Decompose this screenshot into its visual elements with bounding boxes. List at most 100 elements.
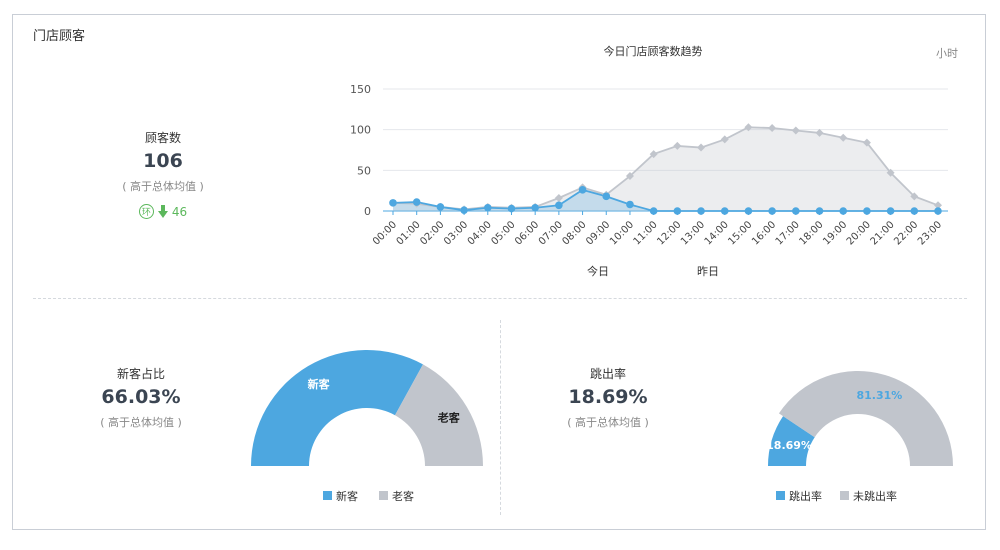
today-point	[436, 203, 445, 211]
bounce-rate-label: 跳出率	[589, 367, 626, 381]
new-ratio-label: 新客占比	[116, 367, 165, 381]
y-tick-label: 0	[364, 205, 371, 218]
x-tick-label: 14:00	[703, 219, 731, 247]
yesterday-point	[768, 124, 777, 133]
visitor-count-note: ( 高于总体均值 )	[122, 180, 204, 193]
legend-swatch	[776, 491, 785, 500]
x-tick-label: 18:00	[797, 219, 825, 247]
column-divider	[500, 320, 501, 515]
x-tick-label: 13:00	[679, 219, 707, 247]
yesterday-area	[393, 127, 938, 211]
x-tick-label: 16:00	[750, 219, 778, 247]
x-tick-label: 06:00	[513, 219, 541, 247]
legend-swatch	[323, 491, 332, 500]
today-point	[578, 186, 587, 194]
y-tick-label: 50	[357, 164, 371, 177]
x-tick-label: 15:00	[726, 219, 754, 247]
yesterday-point	[815, 128, 824, 137]
bounce-rate-value: 18.69%	[568, 386, 648, 408]
x-tick-label: 04:00	[466, 219, 494, 247]
x-tick-label: 22:00	[892, 219, 920, 247]
x-tick-label: 20:00	[845, 219, 873, 247]
section-divider	[33, 298, 967, 299]
yesterday-point	[791, 126, 800, 135]
x-tick-label: 01:00	[395, 219, 423, 247]
chart-title: 今日门店顾客数趋势	[604, 44, 703, 58]
yesterday-point	[839, 133, 848, 142]
x-tick-label: 19:00	[821, 219, 849, 247]
legend-label: 新客	[336, 489, 358, 503]
non-bounce-slice-label: 81.31%	[857, 389, 903, 402]
today-point	[483, 203, 492, 212]
today-area	[393, 189, 938, 211]
legend-yesterday: 昨日	[697, 265, 719, 278]
returning-customer-slice	[394, 364, 483, 466]
yesterday-point	[697, 143, 706, 152]
yesterday-point	[910, 192, 919, 201]
yesterday-point	[720, 135, 729, 144]
legend-label: 老客	[392, 489, 414, 503]
yesterday-point	[625, 172, 634, 181]
today-point	[412, 198, 421, 206]
visitor-count-stat: 顾客数 106 ( 高于总体均值 ) 环 46	[93, 129, 233, 219]
bounce-slice-label: 18.69%	[766, 439, 812, 452]
visitor-count-label: 顾客数	[144, 131, 181, 145]
x-tick-label: 12:00	[655, 219, 683, 247]
new-ratio-value: 66.03%	[101, 386, 181, 408]
x-tick-label: 00:00	[371, 219, 399, 247]
x-tick-label: 11:00	[632, 219, 660, 247]
legend-swatch	[379, 491, 388, 500]
non-bounce-slice	[778, 371, 953, 466]
chart-unit-label: 小时	[936, 47, 958, 60]
y-tick-label: 100	[350, 124, 371, 137]
yesterday-point	[649, 150, 658, 159]
bounce-slice	[768, 416, 815, 466]
returning-customer-slice-label: 老客	[437, 411, 461, 425]
legend-label: 跳出率	[789, 489, 822, 503]
hourly-trend-chart: 今日门店顾客数趋势 小时 0 50 100 150 00:0001:0002:0003:00…	[350, 44, 958, 278]
new-customer-slice	[251, 349, 423, 466]
bounce-rate-donut: 18.69% 81.31% 跳出率 未跳出率	[766, 371, 953, 503]
today-point	[531, 203, 539, 212]
today-point	[460, 206, 468, 214]
yesterday-point	[744, 123, 753, 132]
bounce-rate-stat: 跳出率 18.69% ( 高于总体均值 )	[538, 365, 678, 430]
x-tick-label: 03:00	[442, 219, 470, 247]
x-tick-label: 05:00	[489, 219, 517, 247]
visitor-count-value: 106	[143, 150, 183, 172]
yesterday-point	[554, 193, 563, 202]
period-compare-badge: 环	[138, 204, 154, 219]
x-tick-label: 10:00	[608, 219, 636, 247]
x-tick-label: 09:00	[584, 219, 612, 247]
x-tick-label: 07:00	[537, 219, 565, 247]
yesterday-point	[934, 201, 942, 210]
store-customers-panel: 门店顾客 顾客数 106 ( 高于总体均值 ) 环 46 今日门店顾客数趋势 小时…	[12, 14, 986, 530]
today-point	[507, 204, 516, 213]
legend-swatch	[840, 491, 849, 500]
today-point	[626, 200, 634, 209]
new-customer-ratio-stat: 新客占比 66.03% ( 高于总体均值 )	[71, 365, 211, 430]
panel-title: 门店顾客	[33, 29, 86, 44]
arrow-down-icon	[157, 205, 168, 218]
yesterday-point	[886, 168, 895, 177]
period-compare-value: 46	[171, 204, 188, 219]
period-compare: 环 46	[93, 204, 233, 219]
x-tick-label: 02:00	[418, 219, 446, 247]
bounce-rate-note: ( 高于总体均值 )	[567, 416, 649, 429]
today-line	[392, 188, 938, 212]
x-tick-label: 21:00	[869, 219, 897, 247]
x-tick-label: 08:00	[561, 219, 589, 247]
new-customer-slice-label: 新客	[308, 377, 331, 391]
legend-today: 今日	[587, 264, 609, 278]
yesterday-point	[673, 141, 682, 150]
x-tick-label: 17:00	[774, 219, 802, 247]
legend-label: 未跳出率	[853, 489, 897, 503]
today-point	[389, 199, 397, 207]
yesterday-point	[862, 138, 871, 147]
today-point	[555, 201, 563, 210]
y-tick-label: 150	[350, 83, 371, 96]
new-ratio-note: ( 高于总体均值 )	[100, 416, 182, 429]
x-tick-label: 23:00	[916, 219, 944, 247]
today-point	[602, 192, 611, 201]
